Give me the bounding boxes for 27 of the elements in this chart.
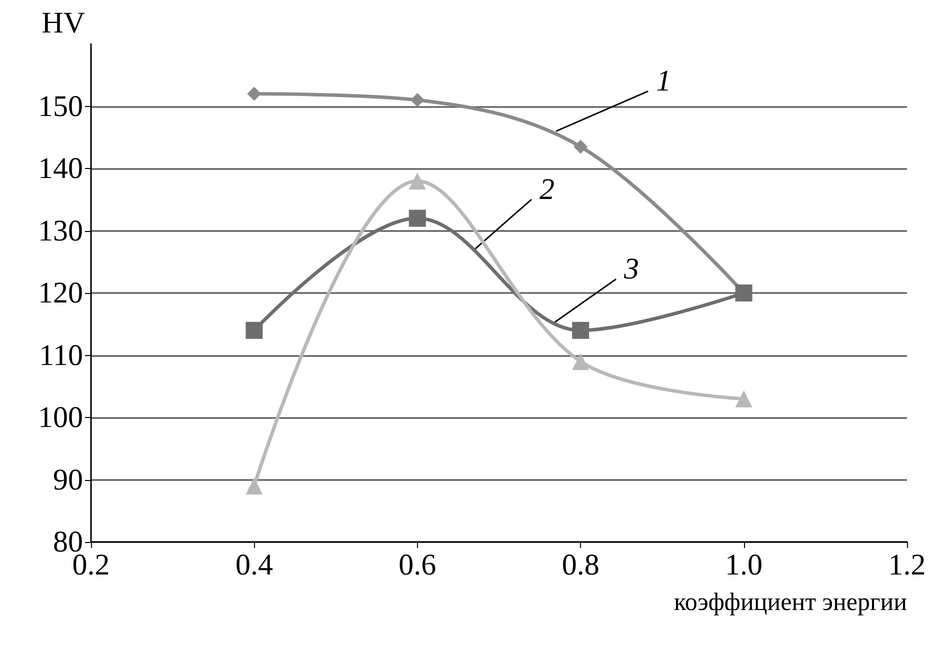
point (735, 390, 752, 408)
point (574, 140, 588, 154)
point (572, 322, 590, 339)
y-tick-label: 110 (39, 338, 83, 372)
x-tick-label: 1.2 (888, 548, 926, 582)
x-tick-label: 1.0 (725, 548, 763, 582)
point (247, 86, 262, 101)
y-axis-title: HV (42, 6, 86, 40)
point (246, 477, 263, 494)
point (408, 172, 426, 190)
point (410, 93, 424, 108)
x-tick-label: 0.4 (235, 548, 273, 582)
point (572, 352, 590, 370)
point (408, 210, 426, 227)
x-axis-title: коэффициент энергии (674, 589, 907, 616)
y-tick-label: 100 (38, 401, 83, 434)
y-tick-label: 130 (38, 214, 83, 248)
y-tick-label: 90 (53, 463, 83, 496)
y-tick-label: 120 (38, 276, 83, 310)
y-tick-label: 150 (38, 90, 83, 123)
y-tick-label: 140 (38, 152, 83, 185)
x-tick-label: 0.8 (562, 548, 600, 582)
annotation: 3 (623, 252, 640, 286)
x-tick-label: 0.6 (398, 548, 436, 582)
annotation: 2 (540, 172, 555, 206)
annotation: 1 (656, 64, 672, 98)
point (246, 322, 263, 339)
